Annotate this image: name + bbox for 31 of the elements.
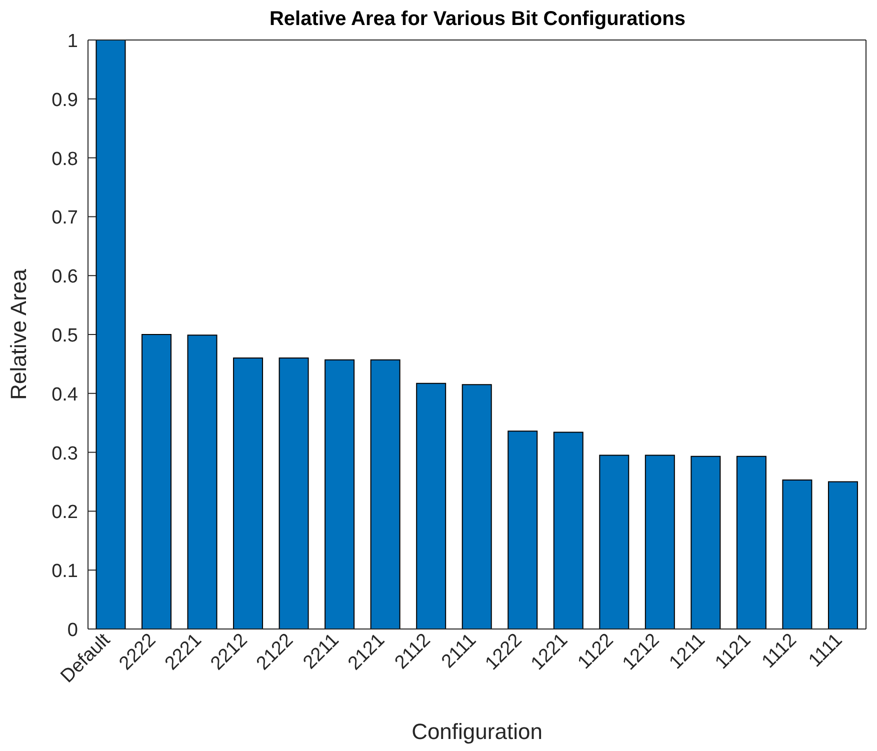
bar: [370, 359, 400, 629]
bar: [690, 456, 721, 629]
y-tick-label: 0.4: [52, 384, 78, 406]
bar: [828, 481, 858, 629]
bar: [187, 334, 218, 629]
y-tick-label: 1: [67, 31, 78, 52]
y-tick-label: 0.2: [52, 502, 78, 524]
bar: [278, 358, 309, 629]
bar: [142, 334, 172, 629]
bar: [508, 430, 538, 629]
y-tick-label: 0.9: [52, 90, 78, 111]
y-tick-label: 0.5: [52, 326, 78, 346]
y-tick-label: 0.3: [52, 443, 78, 464]
chart-title: Relative Area for Various Bit Configurations: [269, 8, 686, 30]
bar: [782, 479, 812, 629]
bar: [599, 454, 630, 629]
y-axis-title: Relative Area: [6, 268, 31, 400]
bar: [416, 382, 446, 629]
bar: [462, 384, 492, 629]
y-tick-label: 0.1: [52, 561, 78, 582]
bar: [96, 40, 126, 629]
x-axis-title: Configuration: [412, 719, 542, 744]
bar: [736, 456, 766, 629]
y-tick-label: 0.8: [52, 148, 78, 170]
bar: [644, 454, 675, 629]
bar: [553, 432, 584, 629]
y-tick-label: 0: [67, 620, 78, 641]
y-tick-label: 0.7: [52, 208, 78, 229]
y-tick-label: 0.6: [52, 266, 78, 288]
bar: [233, 358, 264, 629]
bar: [324, 359, 355, 629]
